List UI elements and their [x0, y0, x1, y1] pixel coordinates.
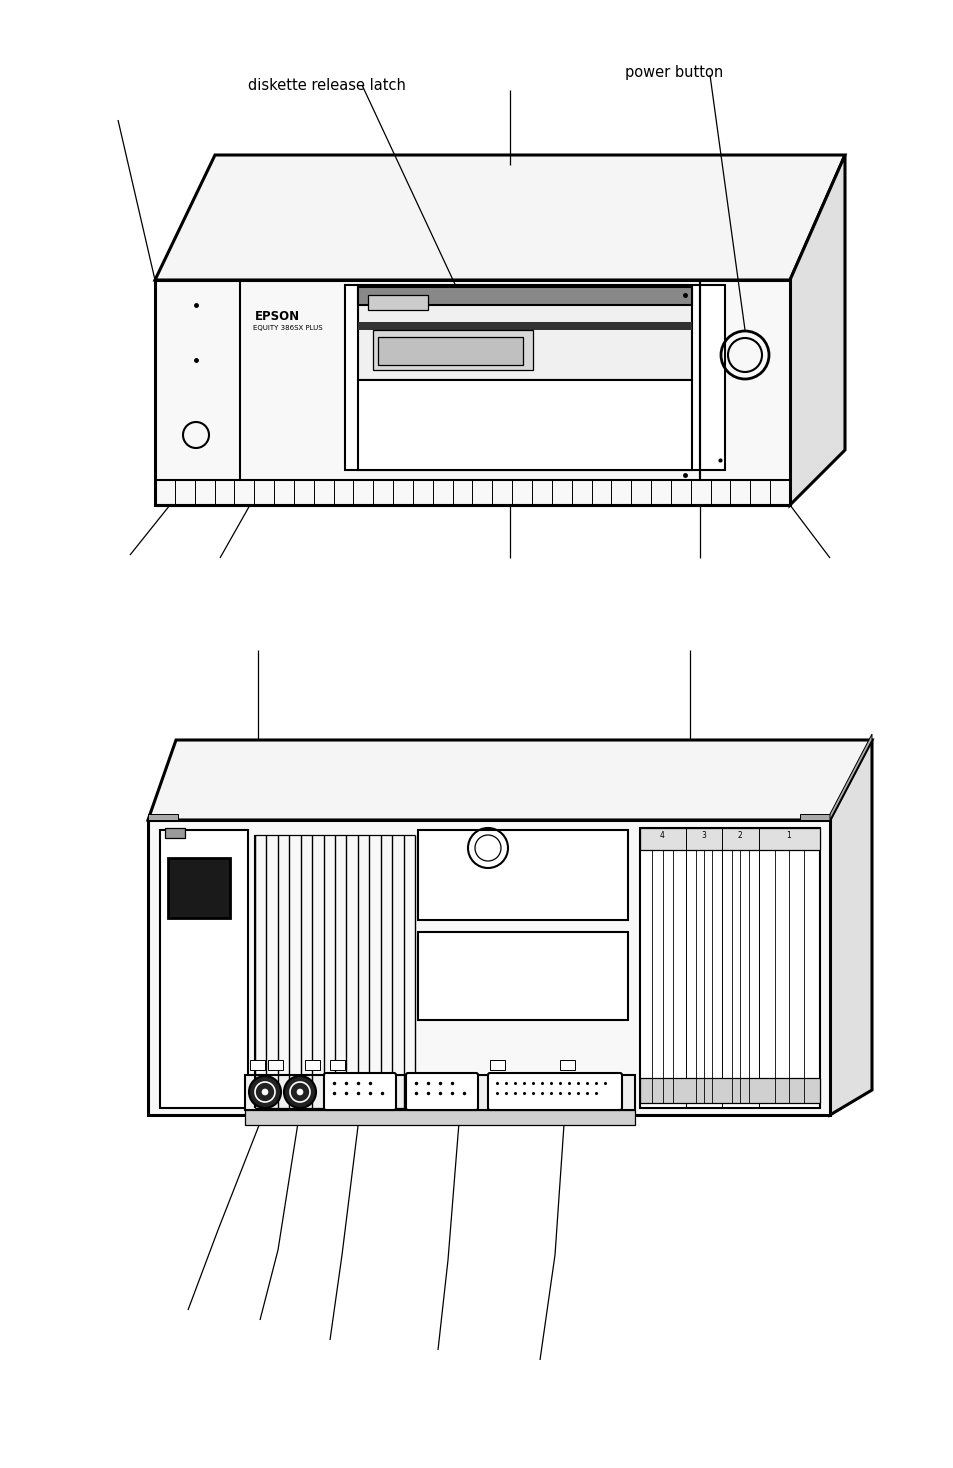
Bar [559, 1060, 575, 1070]
Text: EQUITY 386SX PLUS: EQUITY 386SX PLUS [253, 324, 322, 330]
Bar [245, 1075, 635, 1110]
Circle shape [284, 1076, 315, 1108]
Bar [345, 285, 724, 470]
Bar [330, 1060, 345, 1070]
Bar [373, 330, 533, 370]
Bar [357, 288, 691, 305]
Polygon shape [829, 734, 871, 821]
Bar [168, 857, 230, 918]
Bar [268, 1060, 283, 1070]
Polygon shape [154, 280, 789, 505]
Text: 3: 3 [700, 831, 705, 840]
Bar [377, 338, 522, 366]
Circle shape [262, 1089, 268, 1095]
Bar [357, 321, 691, 330]
Text: diskette release latch: diskette release latch [248, 78, 405, 92]
Bar [639, 828, 820, 1108]
Polygon shape [829, 740, 871, 1116]
Bar [357, 380, 691, 470]
Bar [165, 828, 185, 838]
Bar [250, 1060, 265, 1070]
Polygon shape [148, 821, 829, 1116]
Text: EPSON: EPSON [254, 310, 300, 323]
Text: 1: 1 [785, 831, 790, 840]
Polygon shape [148, 813, 178, 821]
Bar [490, 1060, 504, 1070]
FancyBboxPatch shape [406, 1073, 477, 1110]
Polygon shape [154, 156, 844, 280]
Bar [305, 1060, 319, 1070]
Text: 4: 4 [659, 831, 664, 840]
Bar [417, 829, 627, 920]
FancyBboxPatch shape [488, 1073, 621, 1110]
Circle shape [249, 1076, 281, 1108]
Text: power button: power button [624, 65, 722, 79]
Bar [357, 288, 691, 380]
Polygon shape [789, 156, 844, 505]
Circle shape [296, 1089, 303, 1095]
Bar [639, 1078, 820, 1102]
Polygon shape [148, 740, 871, 821]
Bar [368, 295, 428, 310]
Bar [160, 829, 248, 1108]
Bar [417, 932, 627, 1020]
Bar [245, 1110, 635, 1124]
Bar [639, 828, 820, 850]
Polygon shape [800, 813, 829, 821]
Text: 2: 2 [737, 831, 741, 840]
FancyBboxPatch shape [324, 1073, 395, 1110]
